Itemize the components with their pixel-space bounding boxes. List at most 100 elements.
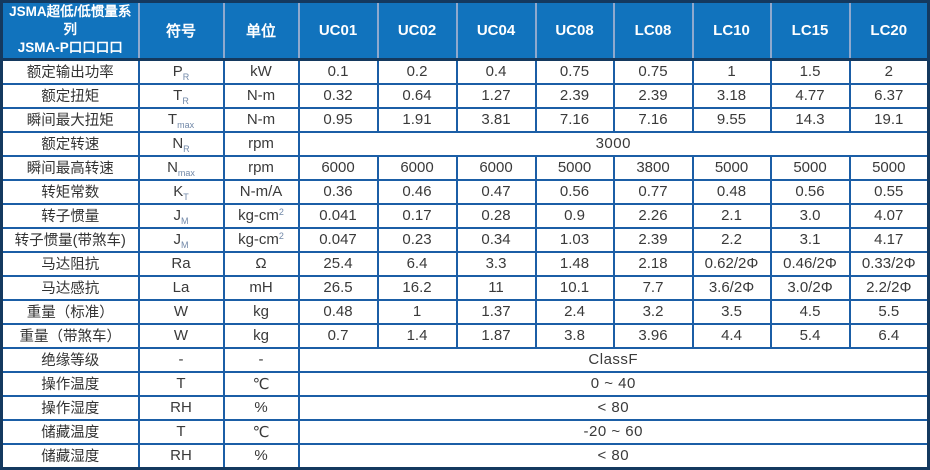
unit-cell: rpm xyxy=(222,130,300,157)
symbol-cell: NR xyxy=(137,130,225,157)
unit-cell: N-m xyxy=(222,82,300,109)
value-cell: 0.33/2Φ xyxy=(848,250,930,277)
series-title-line1: JSMA超低/低惯量系列 xyxy=(9,4,132,38)
row-label: 重量（标准） xyxy=(0,298,140,325)
table-row: 转矩常数 KT N-m/A 0.36 0.46 0.47 0.56 0.77 0.48 0.56 0… xyxy=(0,178,930,205)
value-cell: 0.46/2Φ xyxy=(769,250,851,277)
value-cell: 0.75 xyxy=(612,58,694,85)
symbol-cell: RH xyxy=(137,442,225,470)
symbol-cell: PR xyxy=(137,58,225,85)
symbol-cell: TR xyxy=(137,82,225,109)
unit-cell: kg-cm2 xyxy=(222,226,300,253)
table-body: 额定输出功率 PR kW 0.1 0.2 0.4 0.75 0.75 1 1.5 2 额定扭矩 TR N-… xyxy=(0,58,930,470)
value-cell: 2.39 xyxy=(612,226,694,253)
value-cell: 4.5 xyxy=(769,298,851,325)
symbol-subscript: R xyxy=(182,72,190,83)
table-row: 转子惯量(带煞车) JM kg-cm2 0.047 0.23 0.34 1.03 2.39 2.… xyxy=(0,226,930,253)
value-cell-spanning: -20 ~ 60 xyxy=(297,418,930,445)
series-title-line2: JSMA-P口口口口 xyxy=(17,40,123,56)
symbol-base: T xyxy=(173,87,183,105)
value-cell: 6000 xyxy=(297,154,379,181)
row-label: 额定扭矩 xyxy=(0,82,140,109)
value-cell: 5000 xyxy=(691,154,772,181)
value-cell: 0.047 xyxy=(297,226,379,253)
unit-base: ℃ xyxy=(252,423,270,441)
value-cell: 5.5 xyxy=(848,298,930,325)
value-cell: 0.77 xyxy=(612,178,694,205)
value-cell: 3.81 xyxy=(455,106,537,133)
value-cell: 2.2 xyxy=(691,226,772,253)
row-label: 转子惯量(带煞车) xyxy=(0,226,140,253)
value-cell: 1 xyxy=(691,58,772,85)
value-cell-spanning: < 80 xyxy=(297,442,930,470)
unit-cell: ℃ xyxy=(222,370,300,397)
value-cell: 1.03 xyxy=(534,226,615,253)
symbol-subscript: R xyxy=(183,144,190,155)
row-label: 储藏湿度 xyxy=(0,442,140,470)
value-cell: 0.28 xyxy=(455,202,537,229)
symbol-subscript: R xyxy=(182,96,189,107)
unit-base: kW xyxy=(250,63,272,81)
table-row: 绝缘等级 - - ClassF xyxy=(0,346,930,373)
header-row: JSMA超低/低惯量系列 JSMA-P口口口口 符号 单位 UC01 UC02 … xyxy=(0,1,930,61)
symbol-base: W xyxy=(173,303,189,321)
unit-cell: kg xyxy=(222,322,300,349)
value-cell: 3.8 xyxy=(534,322,615,349)
value-cell-spanning: 0 ~ 40 xyxy=(297,370,930,397)
value-cell: 2.4 xyxy=(534,298,615,325)
symbol-base: K xyxy=(173,183,184,201)
symbol-cell: Tmax xyxy=(137,106,225,133)
table-row: 额定扭矩 TR N-m 0.32 0.64 1.27 2.39 2.39 3.18 4.77 6.3… xyxy=(0,82,930,109)
value-cell: 6.4 xyxy=(848,322,930,349)
table-row: 储藏湿度 RH% < 80 xyxy=(0,442,930,470)
value-cell: 7.16 xyxy=(534,106,615,133)
value-cell: 3.3 xyxy=(455,250,537,277)
value-cell: 3.1 xyxy=(769,226,851,253)
row-label: 瞬间最大扭矩 xyxy=(0,106,140,133)
value-cell: 7.16 xyxy=(612,106,694,133)
value-cell: 5000 xyxy=(534,154,615,181)
symbol-subscript: M xyxy=(181,240,189,251)
symbol-base: La xyxy=(172,279,190,297)
symbol-cell: KT xyxy=(137,178,225,205)
symbol-base: T xyxy=(176,375,186,393)
symbol-base: Ra xyxy=(171,255,191,273)
symbol-cell: RH xyxy=(137,394,225,421)
value-cell: 3800 xyxy=(612,154,694,181)
symbol-base: T xyxy=(176,423,186,441)
value-cell: 2.26 xyxy=(612,202,694,229)
value-cell: 0.041 xyxy=(297,202,379,229)
value-cell: 1.87 xyxy=(455,322,537,349)
model-column-header-uc04: UC04 xyxy=(455,1,537,61)
table-row: 马达阻抗 Ra Ω 25.4 6.4 3.3 1.48 2.18 0.62/2Φ 0.46/2Φ 0… xyxy=(0,250,930,277)
symbol-subscript: M xyxy=(181,216,189,227)
symbol-cell: T xyxy=(137,418,225,445)
symbol-base: - xyxy=(178,351,184,369)
value-cell: 0.48 xyxy=(691,178,772,205)
value-cell: 0.75 xyxy=(534,58,615,85)
unit-base: N-m xyxy=(246,111,276,129)
table-row: 操作温度 T ℃ 0 ~ 40 xyxy=(0,370,930,397)
unit-base: mH xyxy=(249,279,273,297)
value-cell: 0.4 xyxy=(455,58,537,85)
value-cell: 0.17 xyxy=(376,202,458,229)
value-cell: 1.5 xyxy=(769,58,851,85)
symbol-base: RH xyxy=(170,447,192,465)
value-cell: 0.2 xyxy=(376,58,458,85)
row-label: 转矩常数 xyxy=(0,178,140,205)
value-cell: 0.7 xyxy=(297,322,379,349)
table-row: 额定输出功率 PR kW 0.1 0.2 0.4 0.75 0.75 1 1.5 2 xyxy=(0,58,930,85)
unit-cell: N-m xyxy=(222,106,300,133)
unit-cell: ℃ xyxy=(222,418,300,445)
symbol-base: J xyxy=(173,207,182,225)
symbol-cell: JM xyxy=(137,202,225,229)
value-cell: 25.4 xyxy=(297,250,379,277)
table-row: 转子惯量 JM kg-cm2 0.041 0.17 0.28 0.9 2.26 2.1 3.0 4.… xyxy=(0,202,930,229)
value-cell: 3.0/2Φ xyxy=(769,274,851,301)
value-cell: 0.55 xyxy=(848,178,930,205)
value-cell: 3.18 xyxy=(691,82,772,109)
model-column-header-lc10: LC10 xyxy=(691,1,772,61)
value-cell: 3.5 xyxy=(691,298,772,325)
unit-column-header: 单位 xyxy=(222,1,300,61)
unit-base: Ω xyxy=(255,255,267,273)
